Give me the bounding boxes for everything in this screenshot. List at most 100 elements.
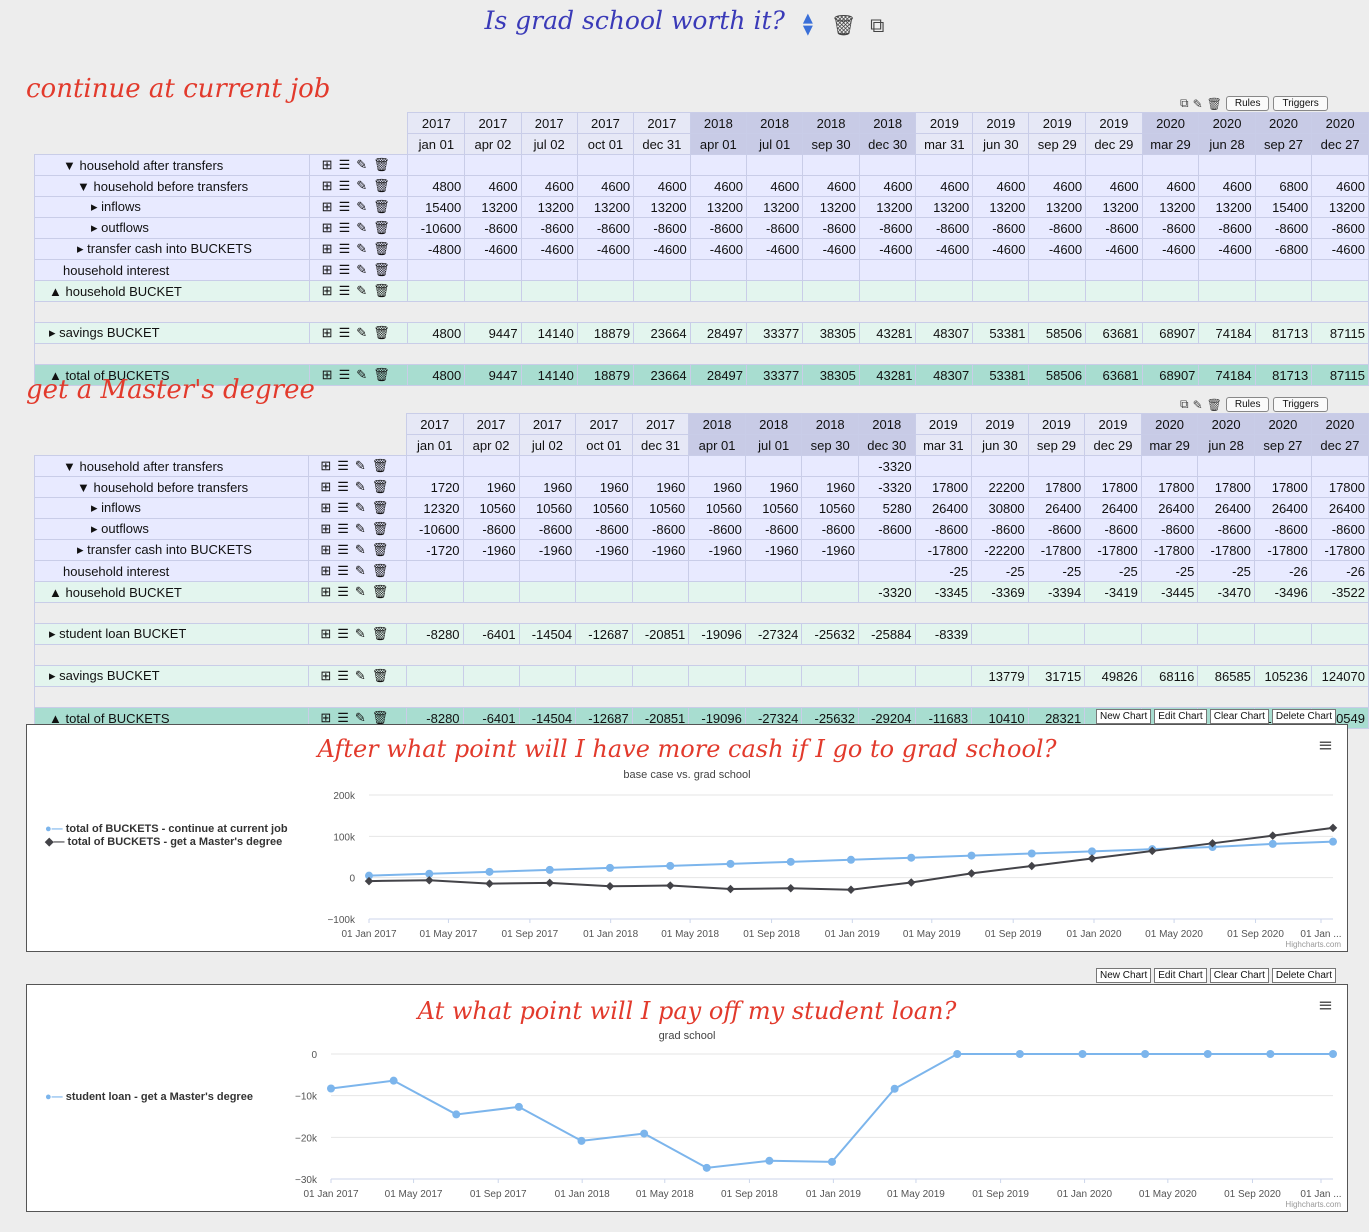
trash-icon[interactable]: 🗑 — [373, 241, 396, 256]
row-label[interactable]: ▼ household before transfers — [34, 476, 309, 498]
value-cell[interactable] — [1141, 154, 1200, 176]
value-cell[interactable]: -4600 — [1028, 238, 1087, 260]
data-point[interactable] — [452, 1110, 461, 1119]
value-cell[interactable] — [462, 581, 520, 603]
value-cell[interactable] — [688, 581, 746, 603]
value-cell[interactable]: -8600 — [631, 518, 690, 540]
value-cell[interactable]: 63681 — [1085, 322, 1143, 344]
data-point[interactable] — [425, 876, 434, 885]
value-cell[interactable]: -8600 — [464, 217, 522, 239]
value-cell[interactable] — [915, 280, 974, 302]
value-cell[interactable]: -8600 — [744, 518, 803, 540]
value-cell[interactable]: 4600 — [1198, 175, 1256, 197]
value-cell[interactable] — [405, 455, 464, 477]
value-cell[interactable] — [1085, 154, 1143, 176]
copy-icon[interactable]: ⧉ — [870, 12, 885, 37]
add-icon[interactable]: ⊞ — [321, 157, 339, 172]
delete-chart-button[interactable]: Delete Chart — [1271, 968, 1336, 983]
value-cell[interactable] — [1028, 280, 1087, 302]
value-cell[interactable] — [575, 665, 633, 687]
value-cell[interactable] — [1254, 259, 1313, 281]
add-icon[interactable]: ⊞ — [320, 500, 338, 515]
pencil-icon[interactable]: ✎ — [1192, 397, 1203, 412]
value-cell[interactable] — [971, 623, 1029, 645]
row-label[interactable]: ▼ household after transfers — [34, 455, 309, 477]
value-cell[interactable]: -1960 — [688, 539, 746, 561]
value-cell[interactable]: 1960 — [518, 476, 577, 498]
value-cell[interactable]: 26400 — [1140, 497, 1199, 519]
value-cell[interactable]: -3470 — [1197, 581, 1255, 603]
value-cell[interactable]: 14140 — [520, 322, 578, 344]
add-icon[interactable]: ⊞ — [320, 710, 338, 725]
value-cell[interactable] — [405, 581, 464, 603]
table-row[interactable]: ▸ inflows ⊞☰✎🗑 15400 13200 13200 13200 13200 13… — [34, 196, 1369, 218]
up-down-arrows-icon[interactable]: ▲ ▼ — [802, 10, 813, 38]
value-cell[interactable]: 68116 — [1140, 665, 1199, 687]
value-cell[interactable] — [633, 154, 691, 176]
value-cell[interactable]: -8280 — [405, 623, 464, 645]
value-cell[interactable]: -4600 — [858, 238, 917, 260]
edit-chart-button[interactable]: Edit Chart — [1154, 709, 1207, 724]
value-cell[interactable]: 26400 — [1310, 497, 1369, 519]
data-point[interactable] — [389, 1076, 398, 1085]
value-cell[interactable] — [801, 560, 859, 582]
value-cell[interactable]: 18879 — [576, 322, 635, 344]
list-icon[interactable]: ☰ — [338, 157, 357, 172]
value-cell[interactable]: -26 — [1253, 560, 1312, 582]
value-cell[interactable]: 4600 — [802, 175, 860, 197]
rules-button[interactable]: Rules — [1225, 397, 1270, 412]
value-cell[interactable]: 17800 — [1027, 476, 1086, 498]
value-cell[interactable] — [462, 455, 520, 477]
value-cell[interactable]: -4600 — [576, 238, 635, 260]
table-row[interactable]: ▸ transfer cash into BUCKETS ⊞☰✎🗑 -1720 -19… — [34, 539, 1369, 561]
value-cell[interactable]: 14140 — [520, 364, 578, 386]
value-cell[interactable]: -25 — [1084, 560, 1142, 582]
table-row[interactable]: ▲ household BUCKET ⊞☰✎🗑 -3320 -3345 -3369 -33… — [34, 581, 1369, 603]
add-icon[interactable]: ⊞ — [320, 479, 338, 494]
value-cell[interactable]: 13200 — [1198, 196, 1256, 218]
value-cell[interactable]: 10560 — [631, 497, 690, 519]
value-cell[interactable] — [915, 154, 974, 176]
table-row[interactable]: ▸ savings BUCKET ⊞☰✎🗑 4800 9447 14140 18879 23… — [34, 322, 1369, 344]
value-cell[interactable]: -25632 — [801, 707, 859, 729]
value-cell[interactable]: -17800 — [1140, 539, 1199, 561]
value-cell[interactable]: -8600 — [858, 217, 917, 239]
value-cell[interactable] — [858, 280, 917, 302]
value-cell[interactable]: 1960 — [575, 476, 633, 498]
trash-icon[interactable]: 🗑 — [373, 199, 396, 214]
series-line[interactable] — [330, 1053, 1333, 1169]
data-point[interactable] — [1266, 1050, 1275, 1058]
chart-credit[interactable]: Highcharts.com — [1285, 1200, 1341, 1209]
list-icon[interactable]: ☰ — [337, 626, 355, 641]
value-cell[interactable]: 6800 — [1254, 175, 1313, 197]
list-icon[interactable]: ☰ — [337, 521, 355, 536]
add-icon[interactable]: ⊞ — [321, 367, 339, 382]
value-cell[interactable] — [464, 280, 522, 302]
value-cell[interactable]: 13200 — [972, 196, 1030, 218]
table-row[interactable]: ▼ household after transfers ⊞☰✎🗑 — [34, 154, 1369, 176]
trash-icon[interactable]: 🗑 — [373, 283, 396, 298]
table-row[interactable]: ▼ household before transfers ⊞☰✎🗑 4800 4600… — [34, 175, 1369, 197]
delete-chart-button[interactable]: Delete Chart — [1271, 709, 1336, 724]
value-cell[interactable]: 13200 — [1141, 196, 1200, 218]
value-cell[interactable]: -4600 — [1141, 238, 1200, 260]
value-cell[interactable]: -27324 — [744, 623, 803, 645]
value-cell[interactable]: 28497 — [689, 322, 748, 344]
data-point[interactable] — [327, 1084, 335, 1093]
value-cell[interactable] — [802, 259, 860, 281]
table-row[interactable]: ▸ student loan BUCKET ⊞☰✎🗑 -8280 -6401 -1450… — [34, 623, 1369, 645]
list-icon[interactable]: ☰ — [337, 479, 355, 494]
value-cell[interactable] — [405, 665, 464, 687]
add-icon[interactable]: ⊞ — [320, 458, 338, 473]
value-cell[interactable] — [1027, 455, 1086, 477]
value-cell[interactable]: -3369 — [971, 581, 1029, 603]
value-cell[interactable] — [1311, 280, 1369, 302]
value-cell[interactable]: -1960 — [462, 539, 520, 561]
pencil-icon[interactable]: ✎ — [356, 262, 374, 277]
list-icon[interactable]: ☰ — [337, 500, 355, 515]
value-cell[interactable]: 10560 — [744, 497, 803, 519]
trash-icon[interactable]: 🗑 — [373, 220, 396, 235]
value-cell[interactable]: -4600 — [802, 238, 860, 260]
new-chart-button[interactable]: New Chart — [1096, 968, 1152, 983]
data-point[interactable] — [606, 863, 614, 872]
